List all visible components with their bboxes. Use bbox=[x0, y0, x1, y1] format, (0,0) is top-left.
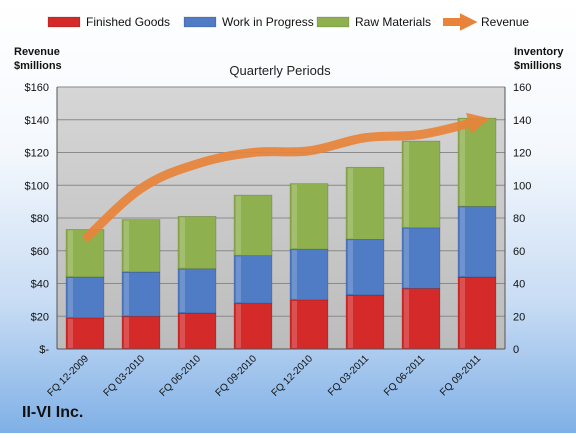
bar-highlight bbox=[460, 208, 465, 276]
x-tick-label: FQ 06-2011 bbox=[382, 353, 427, 398]
legend-label: Finished Goods bbox=[86, 15, 170, 29]
legend-swatch bbox=[317, 17, 349, 27]
bar-highlight bbox=[236, 304, 241, 348]
y-tick-label-left: $100 bbox=[25, 180, 49, 192]
y-tick-label-left: $120 bbox=[25, 148, 49, 160]
bar-highlight bbox=[180, 270, 185, 312]
x-tick-label: FQ 12-2010 bbox=[270, 353, 316, 399]
bar-highlight bbox=[292, 185, 297, 249]
x-tick-label: FQ 09-2010 bbox=[214, 353, 260, 399]
bar-highlight bbox=[180, 217, 185, 267]
bar-highlight bbox=[124, 273, 129, 315]
x-tick-label: FQ 09-2011 bbox=[438, 353, 483, 398]
y-tick-label-right: 160 bbox=[513, 82, 531, 94]
y-tick-label-left: $40 bbox=[31, 279, 49, 291]
right-axis-title: Inventory $millions bbox=[514, 46, 567, 72]
bar-highlight bbox=[348, 296, 353, 348]
y-tick-label-left: $60 bbox=[31, 246, 49, 258]
company-name: II-VI Inc. bbox=[22, 404, 83, 422]
left-axis-title: Revenue $millions bbox=[14, 46, 63, 72]
y-tick-label-left: $20 bbox=[31, 311, 49, 323]
legend-label: Work in Progress bbox=[222, 15, 314, 29]
x-tick-label: FQ 03-2010 bbox=[102, 353, 148, 399]
y-tick-label-left: $- bbox=[39, 344, 49, 356]
y-tick-label-right: 20 bbox=[513, 311, 525, 323]
legend: Finished Goods Work in Progress Raw Materi… bbox=[48, 15, 529, 29]
bar-highlight bbox=[292, 250, 297, 299]
bar-highlight bbox=[68, 319, 73, 348]
y-tick-label-left: $160 bbox=[25, 82, 49, 94]
y-tick-label-right: 140 bbox=[513, 115, 531, 127]
bar-highlight bbox=[236, 196, 241, 255]
bar-highlight bbox=[404, 229, 409, 288]
y-tick-label-right: 100 bbox=[513, 180, 531, 192]
bar-highlight bbox=[124, 317, 129, 348]
legend-label: Raw Materials bbox=[355, 15, 431, 29]
bar-highlight bbox=[404, 142, 409, 227]
bar-highlight bbox=[68, 230, 73, 275]
legend-swatch bbox=[48, 17, 80, 27]
legend-swatch bbox=[184, 17, 216, 27]
bar-highlight bbox=[236, 257, 241, 302]
y-tick-label-right: 120 bbox=[513, 148, 531, 160]
bar-highlight bbox=[68, 278, 73, 317]
bar-highlight bbox=[348, 168, 353, 238]
y-tick-label-left: $140 bbox=[25, 115, 49, 127]
bar-highlight bbox=[292, 301, 297, 348]
x-tick-label: FQ 03-2011 bbox=[326, 353, 371, 398]
y-tick-label-right: 60 bbox=[513, 246, 525, 258]
bar-highlight bbox=[404, 289, 409, 348]
x-tick-label: FQ 06-2010 bbox=[158, 353, 204, 399]
bar-highlight bbox=[180, 314, 185, 348]
legend-label: Revenue bbox=[481, 15, 529, 29]
chart-title: Quarterly Periods bbox=[229, 63, 331, 78]
bar-highlight bbox=[124, 221, 129, 271]
y-tick-label-right: 80 bbox=[513, 213, 525, 225]
bar-highlight bbox=[460, 119, 465, 205]
y-tick-label-left: $80 bbox=[31, 213, 49, 225]
y-tick-label-right: 0 bbox=[513, 344, 519, 356]
bar-highlight bbox=[348, 240, 353, 294]
y-tick-label-right: 40 bbox=[513, 279, 525, 291]
bar-highlight bbox=[460, 278, 465, 348]
x-tick-label: FQ 12-2009 bbox=[46, 353, 92, 399]
